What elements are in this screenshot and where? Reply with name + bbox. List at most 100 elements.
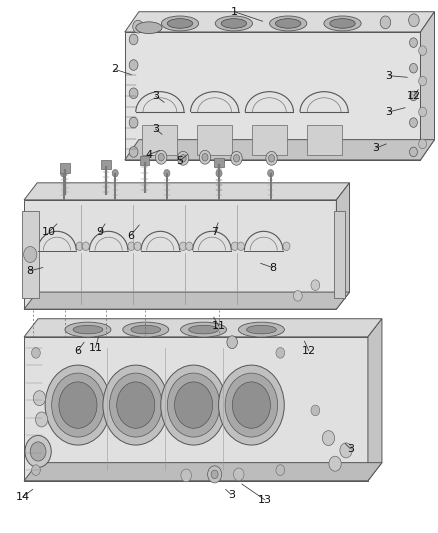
Ellipse shape	[136, 22, 162, 34]
Text: 3: 3	[347, 444, 354, 454]
Polygon shape	[24, 292, 350, 309]
Text: 12: 12	[302, 346, 316, 356]
Circle shape	[134, 242, 141, 251]
Circle shape	[30, 442, 46, 461]
Circle shape	[225, 373, 278, 437]
FancyBboxPatch shape	[307, 125, 342, 155]
Circle shape	[129, 88, 138, 99]
FancyBboxPatch shape	[252, 125, 287, 155]
Circle shape	[60, 169, 67, 177]
Circle shape	[112, 169, 118, 177]
Circle shape	[216, 169, 222, 177]
Ellipse shape	[215, 16, 252, 31]
Polygon shape	[420, 12, 434, 160]
Ellipse shape	[131, 325, 161, 334]
Circle shape	[233, 468, 244, 481]
Text: 5: 5	[176, 156, 183, 166]
FancyBboxPatch shape	[142, 125, 177, 155]
Polygon shape	[24, 183, 350, 200]
Text: 1: 1	[231, 7, 238, 17]
Ellipse shape	[330, 19, 355, 28]
Ellipse shape	[324, 16, 361, 31]
Circle shape	[311, 405, 320, 416]
Text: 7: 7	[211, 227, 218, 237]
Circle shape	[181, 469, 191, 482]
Circle shape	[276, 348, 285, 358]
Ellipse shape	[276, 19, 301, 28]
Circle shape	[202, 154, 208, 161]
Text: 10: 10	[42, 227, 56, 237]
FancyBboxPatch shape	[197, 125, 232, 155]
Ellipse shape	[161, 16, 199, 31]
Ellipse shape	[269, 16, 307, 31]
Circle shape	[82, 242, 89, 251]
Text: 8: 8	[269, 263, 276, 272]
Polygon shape	[24, 319, 382, 337]
Text: 11: 11	[88, 343, 102, 352]
Text: 3: 3	[152, 124, 159, 134]
Text: 9: 9	[96, 227, 103, 237]
Circle shape	[199, 150, 211, 164]
Circle shape	[32, 465, 40, 475]
Circle shape	[129, 60, 138, 70]
Circle shape	[237, 242, 244, 251]
Circle shape	[133, 20, 143, 33]
Circle shape	[25, 435, 51, 467]
FancyBboxPatch shape	[22, 211, 39, 298]
Circle shape	[110, 373, 162, 437]
Polygon shape	[125, 32, 420, 160]
Polygon shape	[125, 12, 434, 32]
Circle shape	[419, 46, 427, 55]
Circle shape	[158, 154, 164, 161]
Polygon shape	[336, 183, 350, 309]
Circle shape	[129, 34, 138, 45]
Text: 3: 3	[385, 107, 392, 117]
Circle shape	[35, 412, 48, 427]
Polygon shape	[125, 140, 434, 160]
Circle shape	[155, 150, 167, 164]
Circle shape	[128, 242, 135, 251]
Circle shape	[59, 382, 97, 429]
Polygon shape	[24, 200, 336, 309]
Circle shape	[268, 169, 274, 177]
Polygon shape	[24, 337, 368, 481]
Circle shape	[311, 280, 320, 290]
Text: 6: 6	[74, 346, 81, 356]
Ellipse shape	[221, 19, 247, 28]
Ellipse shape	[180, 322, 226, 337]
Circle shape	[180, 155, 186, 162]
Circle shape	[419, 139, 427, 149]
Circle shape	[161, 365, 226, 445]
Text: 3: 3	[228, 490, 235, 499]
Circle shape	[219, 365, 284, 445]
Ellipse shape	[189, 325, 219, 334]
Text: 4: 4	[145, 150, 152, 159]
Circle shape	[233, 155, 240, 162]
Text: 8: 8	[26, 266, 33, 276]
Polygon shape	[24, 463, 382, 481]
Text: 2: 2	[111, 64, 118, 74]
Circle shape	[268, 155, 275, 162]
Circle shape	[76, 242, 83, 251]
Polygon shape	[368, 319, 382, 481]
Circle shape	[322, 431, 335, 446]
Circle shape	[340, 443, 352, 458]
Text: 12: 12	[407, 91, 421, 101]
FancyBboxPatch shape	[140, 156, 149, 165]
Ellipse shape	[247, 325, 276, 334]
Ellipse shape	[65, 322, 111, 337]
Circle shape	[419, 76, 427, 86]
Circle shape	[410, 91, 417, 101]
Ellipse shape	[123, 322, 169, 337]
Circle shape	[167, 373, 220, 437]
Circle shape	[293, 290, 302, 301]
Circle shape	[410, 38, 417, 47]
Text: 11: 11	[212, 321, 226, 331]
Circle shape	[117, 382, 155, 429]
Circle shape	[232, 382, 270, 429]
Ellipse shape	[238, 322, 284, 337]
Circle shape	[164, 169, 170, 177]
Circle shape	[52, 373, 104, 437]
Text: 3: 3	[152, 91, 159, 101]
FancyBboxPatch shape	[334, 211, 345, 298]
